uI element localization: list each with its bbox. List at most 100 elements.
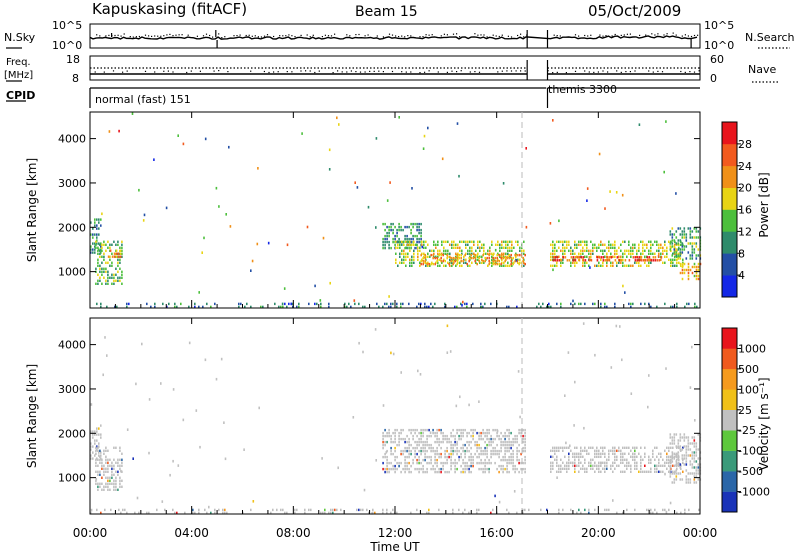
velocity-echo-cell xyxy=(404,449,406,453)
nsearch-point xyxy=(123,33,125,35)
power-echo-cell xyxy=(511,261,513,264)
velocity-echo-cell xyxy=(482,431,484,435)
velocity-echo-cell xyxy=(432,464,434,468)
power-echo-cell xyxy=(638,264,640,267)
power-echo-cell xyxy=(477,243,479,246)
velocity-echo-cell xyxy=(622,446,624,449)
velocity-echo-cell xyxy=(687,445,690,448)
velocity-echo-cell xyxy=(224,508,226,512)
velocity-echo-cell xyxy=(394,437,396,441)
velocity-echo-cell xyxy=(468,458,470,462)
velocity-echo-cell xyxy=(422,440,424,444)
velocity-echo-cell xyxy=(556,458,558,461)
velocity-echo-cell xyxy=(468,443,470,447)
power-echo-cell xyxy=(670,246,672,249)
power-colorbar-swatch xyxy=(722,209,737,232)
velocity-echo-cell xyxy=(486,467,488,471)
power-echo-cell xyxy=(626,249,628,252)
velocity-echo-cell xyxy=(462,431,464,435)
velocity-echo-cell xyxy=(576,511,578,515)
velocity-echo-cell xyxy=(604,467,606,470)
velocity-echo-cell xyxy=(95,458,97,461)
velocity-echo-cell xyxy=(691,463,694,466)
velocity-echo-cell xyxy=(675,472,678,475)
velocity-echo-cell xyxy=(446,449,448,453)
power-echo-cell xyxy=(518,262,520,266)
power-echo-cell xyxy=(636,259,639,262)
power-echo-cell xyxy=(524,262,526,266)
power-echo-cell xyxy=(558,219,560,223)
velocity-echo-cell xyxy=(434,470,436,474)
power-echo-cell xyxy=(384,228,386,232)
power-echo-cell xyxy=(433,249,435,252)
power-echo-cell xyxy=(596,246,598,249)
velocity-echo-cell xyxy=(614,455,616,458)
power-echo-cell xyxy=(386,231,388,235)
nsearch-point xyxy=(651,33,653,35)
power-echo-cell xyxy=(143,213,146,217)
velocity-echo-cell xyxy=(570,461,572,464)
power-echo-cell xyxy=(681,251,684,254)
velocity-echo-cell xyxy=(596,446,598,449)
velocity-echo-cell xyxy=(488,437,490,441)
velocity-echo-cell xyxy=(90,430,92,433)
power-echo-cell xyxy=(697,274,700,278)
velocity-echo-cell xyxy=(422,464,424,468)
velocity-echo-cell xyxy=(624,446,626,449)
power-echo-cell xyxy=(574,240,576,243)
power-echo-cell xyxy=(680,240,682,243)
velocity-echo-cell xyxy=(136,496,139,500)
power-echo-cell xyxy=(113,273,115,276)
power-echo-cell xyxy=(491,243,493,246)
power-echo-cell xyxy=(90,248,92,251)
velocity-echo-cell xyxy=(582,455,584,458)
power-echo-cell xyxy=(452,256,454,260)
power-echo-cell xyxy=(382,237,384,241)
nsearch-point xyxy=(346,34,348,36)
power-echo-cell xyxy=(515,252,517,255)
velocity-echo-cell xyxy=(506,440,508,444)
velocity-echo-cell xyxy=(402,449,404,453)
velocity-echo-cell xyxy=(430,461,432,465)
power-echo-cell xyxy=(111,273,113,276)
power-echo-cell xyxy=(488,253,490,257)
power-echo-cell xyxy=(228,145,230,149)
velocity-echo-cell xyxy=(482,437,484,441)
velocity-echo-cell xyxy=(438,428,440,432)
nsearch-label: N.Search xyxy=(745,31,795,44)
velocity-echo-cell xyxy=(516,449,518,453)
velocity-echo-cell xyxy=(656,511,658,515)
power-echo-cell xyxy=(384,234,386,238)
velocity-echo-cell xyxy=(210,511,212,515)
velocity-echo-cell xyxy=(99,470,101,473)
velocity-echo-cell xyxy=(568,452,570,455)
power-echo-cell xyxy=(622,252,624,255)
velocity-echo-cell xyxy=(474,443,476,447)
power-echo-cell xyxy=(620,249,622,252)
power-echo-cell xyxy=(638,123,641,126)
power-echo-cell xyxy=(686,302,688,306)
velocity-echo-cell xyxy=(498,434,500,438)
power-echo-cell xyxy=(695,271,698,275)
velocity-echo-cell xyxy=(432,446,434,450)
velocity-echo-cell xyxy=(109,482,111,485)
power-echo-cell xyxy=(606,264,608,267)
power-echo-cell xyxy=(98,242,100,245)
power-echo-cell xyxy=(622,255,624,258)
power-echo-cell xyxy=(681,236,684,239)
velocity-echo-cell xyxy=(476,440,478,444)
power-echo-cell xyxy=(614,240,616,243)
power-echo-cell xyxy=(388,228,390,232)
velocity-echo-cell xyxy=(432,449,434,453)
velocity-echo-cell xyxy=(414,431,416,435)
velocity-echo-cell xyxy=(588,511,590,515)
velocity-echo-cell xyxy=(440,428,442,432)
velocity-echo-cell xyxy=(454,434,456,438)
power-echo-cell xyxy=(475,261,477,264)
power-echo-cell xyxy=(483,249,485,252)
power-echo-cell xyxy=(465,243,467,246)
power-echo-cell xyxy=(500,262,502,266)
power-echo-cell xyxy=(117,279,119,282)
power-echo-cell xyxy=(392,228,394,232)
power-echo-cell xyxy=(598,256,601,259)
